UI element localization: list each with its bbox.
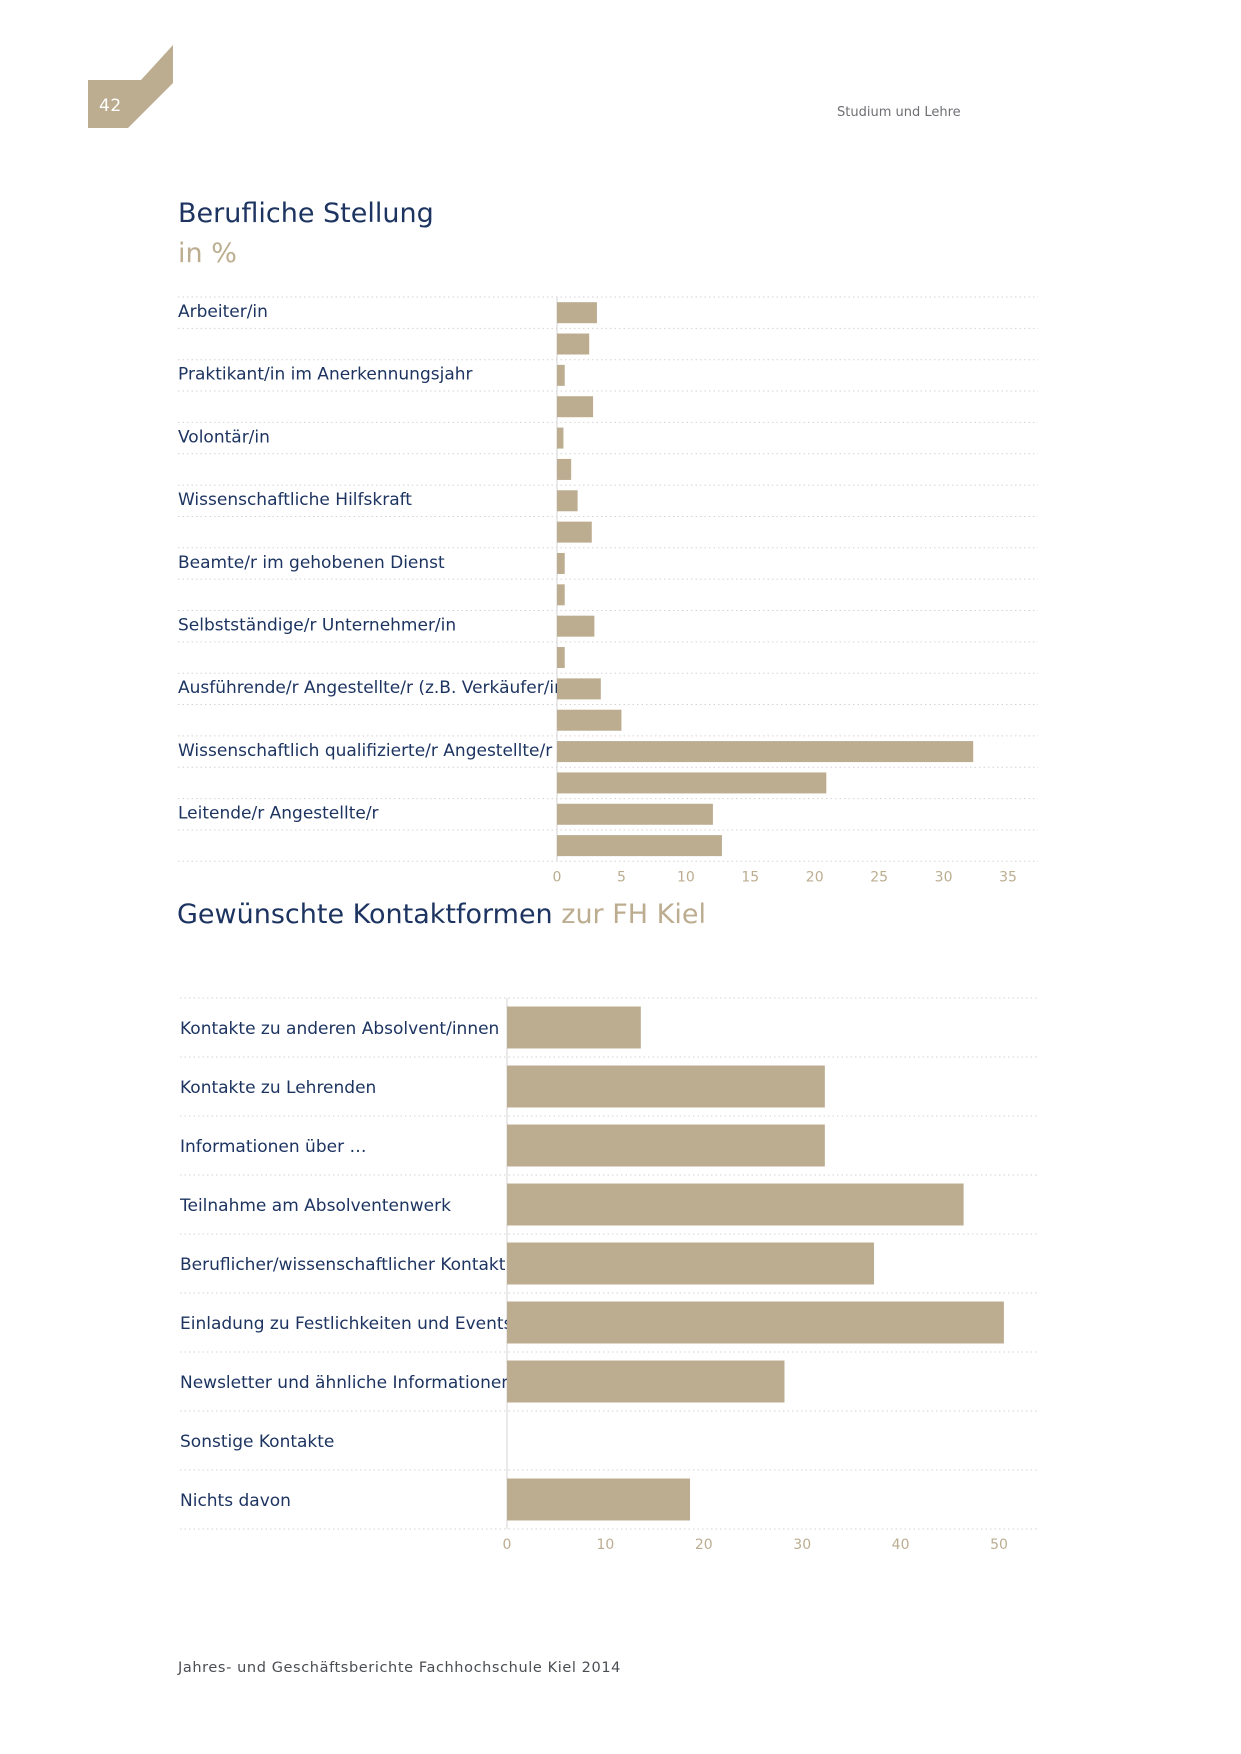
x-tick-label: 0 bbox=[503, 1537, 512, 1553]
category-label: Volontär/in bbox=[178, 427, 270, 447]
chart2-title-main: Gewünschte Kontaktformen bbox=[177, 899, 553, 930]
bar bbox=[557, 396, 594, 418]
bar bbox=[507, 1065, 825, 1108]
x-tick-label: 40 bbox=[892, 1537, 910, 1553]
bar bbox=[507, 1183, 964, 1226]
category-label: Einladung zu Festlichkeiten und Events bbox=[180, 1314, 513, 1334]
category-label: Teilnahme am Absolventenwerk bbox=[179, 1196, 451, 1216]
bar bbox=[557, 772, 827, 794]
x-tick-label: 10 bbox=[596, 1537, 614, 1553]
x-tick-label: 35 bbox=[999, 869, 1017, 885]
chart2-title: Gewünschte Kontaktformen zur FH Kiel bbox=[177, 899, 706, 930]
bar bbox=[557, 741, 974, 763]
bar bbox=[557, 427, 564, 449]
bar bbox=[557, 521, 592, 543]
bar bbox=[557, 835, 722, 857]
bar bbox=[507, 1124, 825, 1167]
category-label: Beruflicher/wissenschaftlicher Kontakt bbox=[180, 1255, 506, 1275]
chart1-title: Berufliche Stellung bbox=[178, 198, 434, 229]
bar bbox=[557, 302, 597, 324]
bar bbox=[557, 552, 565, 574]
category-label: Sonstige Kontakte bbox=[180, 1432, 334, 1452]
x-tick-label: 0 bbox=[553, 869, 562, 885]
x-tick-label: 20 bbox=[806, 869, 824, 885]
x-tick-label: 50 bbox=[990, 1537, 1008, 1553]
category-label: Kontakte zu anderen Absolvent/innen bbox=[180, 1019, 499, 1039]
bar bbox=[557, 490, 578, 512]
x-tick-label: 15 bbox=[741, 869, 759, 885]
page-corner-tab bbox=[88, 45, 173, 128]
running-header: Studium und Lehre bbox=[837, 105, 961, 120]
bar bbox=[557, 364, 565, 386]
x-tick-label: 5 bbox=[617, 869, 626, 885]
category-label: Praktikant/in im Anerkennungsjahr bbox=[178, 365, 473, 385]
x-tick-label: 25 bbox=[870, 869, 888, 885]
berufliche-stellung-chart: Arbeiter/in Praktikant/in im Anerkennungs… bbox=[178, 296, 1038, 885]
bar bbox=[507, 1006, 641, 1049]
category-label: Selbstständige/r Unternehmer/in bbox=[178, 616, 456, 636]
bar bbox=[507, 1242, 875, 1285]
category-label: Ausführende/r Angestellte/r (z.B. Verkäu… bbox=[178, 678, 572, 698]
x-tick-label: 30 bbox=[793, 1537, 811, 1553]
bar bbox=[557, 647, 565, 669]
bar bbox=[507, 1478, 691, 1521]
x-tick-label: 10 bbox=[677, 869, 695, 885]
bar bbox=[557, 615, 595, 637]
bar bbox=[557, 458, 572, 480]
category-label: Nichts davon bbox=[180, 1491, 291, 1511]
category-label: Informationen über … bbox=[180, 1137, 366, 1157]
category-label: Wissenschaftlich qualifizierte/r Angeste… bbox=[178, 741, 552, 761]
page-number: 42 bbox=[99, 96, 122, 116]
category-label: Newsletter und ähnliche Informationen bbox=[180, 1373, 512, 1393]
bar bbox=[557, 709, 622, 731]
bar bbox=[507, 1360, 785, 1403]
bar bbox=[557, 803, 713, 825]
category-label: Arbeiter/in bbox=[178, 302, 268, 322]
bar bbox=[557, 678, 601, 700]
bar bbox=[557, 584, 565, 606]
category-label: Leitende/r Angestellte/r bbox=[178, 804, 379, 824]
x-tick-label: 30 bbox=[935, 869, 953, 885]
kontaktformen-chart: Kontakte zu anderen Absolvent/innen Konta… bbox=[179, 997, 1038, 1553]
bar bbox=[507, 1301, 1004, 1344]
bar bbox=[557, 333, 590, 355]
chart2-title-accent: zur FH Kiel bbox=[561, 899, 706, 930]
category-label: Kontakte zu Lehrenden bbox=[180, 1078, 376, 1098]
category-label: Wissenschaftliche Hilfskraft bbox=[178, 490, 412, 510]
x-tick-label: 20 bbox=[695, 1537, 713, 1553]
chart1-unit: in % bbox=[178, 238, 237, 269]
footer-text: Jahres- und Geschäftsberichte Fachhochsc… bbox=[178, 1660, 621, 1676]
category-label: Beamte/r im gehobenen Dienst bbox=[178, 553, 445, 573]
